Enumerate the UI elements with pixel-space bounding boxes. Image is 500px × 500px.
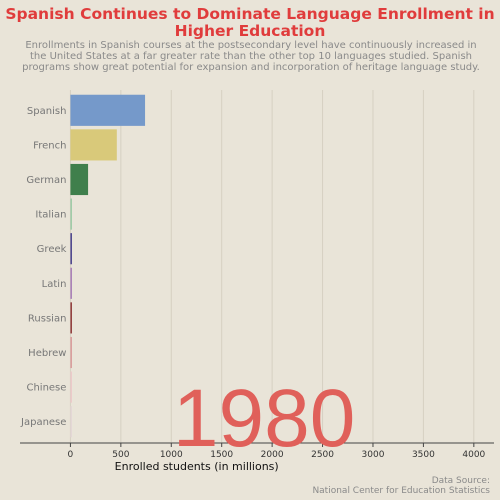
bar-hebrew <box>70 337 72 368</box>
x-tick-label-6: 3000 <box>362 450 385 460</box>
bar-german <box>70 164 88 195</box>
bar-greek <box>70 233 72 264</box>
category-label-greek: Greek <box>37 244 67 255</box>
category-label-hebrew: Hebrew <box>28 348 66 359</box>
category-label-italian: Italian <box>35 210 66 221</box>
x-tick-label-8: 4000 <box>462 450 485 460</box>
bar-japanese <box>70 406 72 437</box>
data-source-line-1: Data Source: <box>312 476 490 486</box>
year-annotation: 1980 <box>173 373 355 464</box>
category-label-latin: Latin <box>42 279 67 290</box>
data-source: Data Source: National Center for Educati… <box>312 476 490 496</box>
bar-russian <box>70 302 72 333</box>
bar-spanish <box>70 95 145 126</box>
data-source-line-2: National Center for Education Statistics <box>312 486 490 496</box>
category-label-french: French <box>33 140 66 151</box>
category-label-japanese: Japanese <box>20 417 66 428</box>
category-label-german: German <box>26 175 66 186</box>
bar-layer <box>70 95 145 438</box>
bar-latin <box>70 268 72 299</box>
bar-chinese <box>70 372 72 403</box>
category-label-russian: Russian <box>28 313 67 324</box>
bar-french <box>70 129 116 160</box>
category-label-chinese: Chinese <box>26 383 66 394</box>
bar-italian <box>70 199 72 230</box>
x-tick-label-0: 0 <box>68 450 74 460</box>
x-tick-label-1: 500 <box>112 450 129 460</box>
category-label-layer: Spanish French German Italian Greek Latin Russ… <box>20 106 67 428</box>
category-label-spanish: Spanish <box>27 106 67 117</box>
x-tick-label-7: 3500 <box>412 450 435 460</box>
